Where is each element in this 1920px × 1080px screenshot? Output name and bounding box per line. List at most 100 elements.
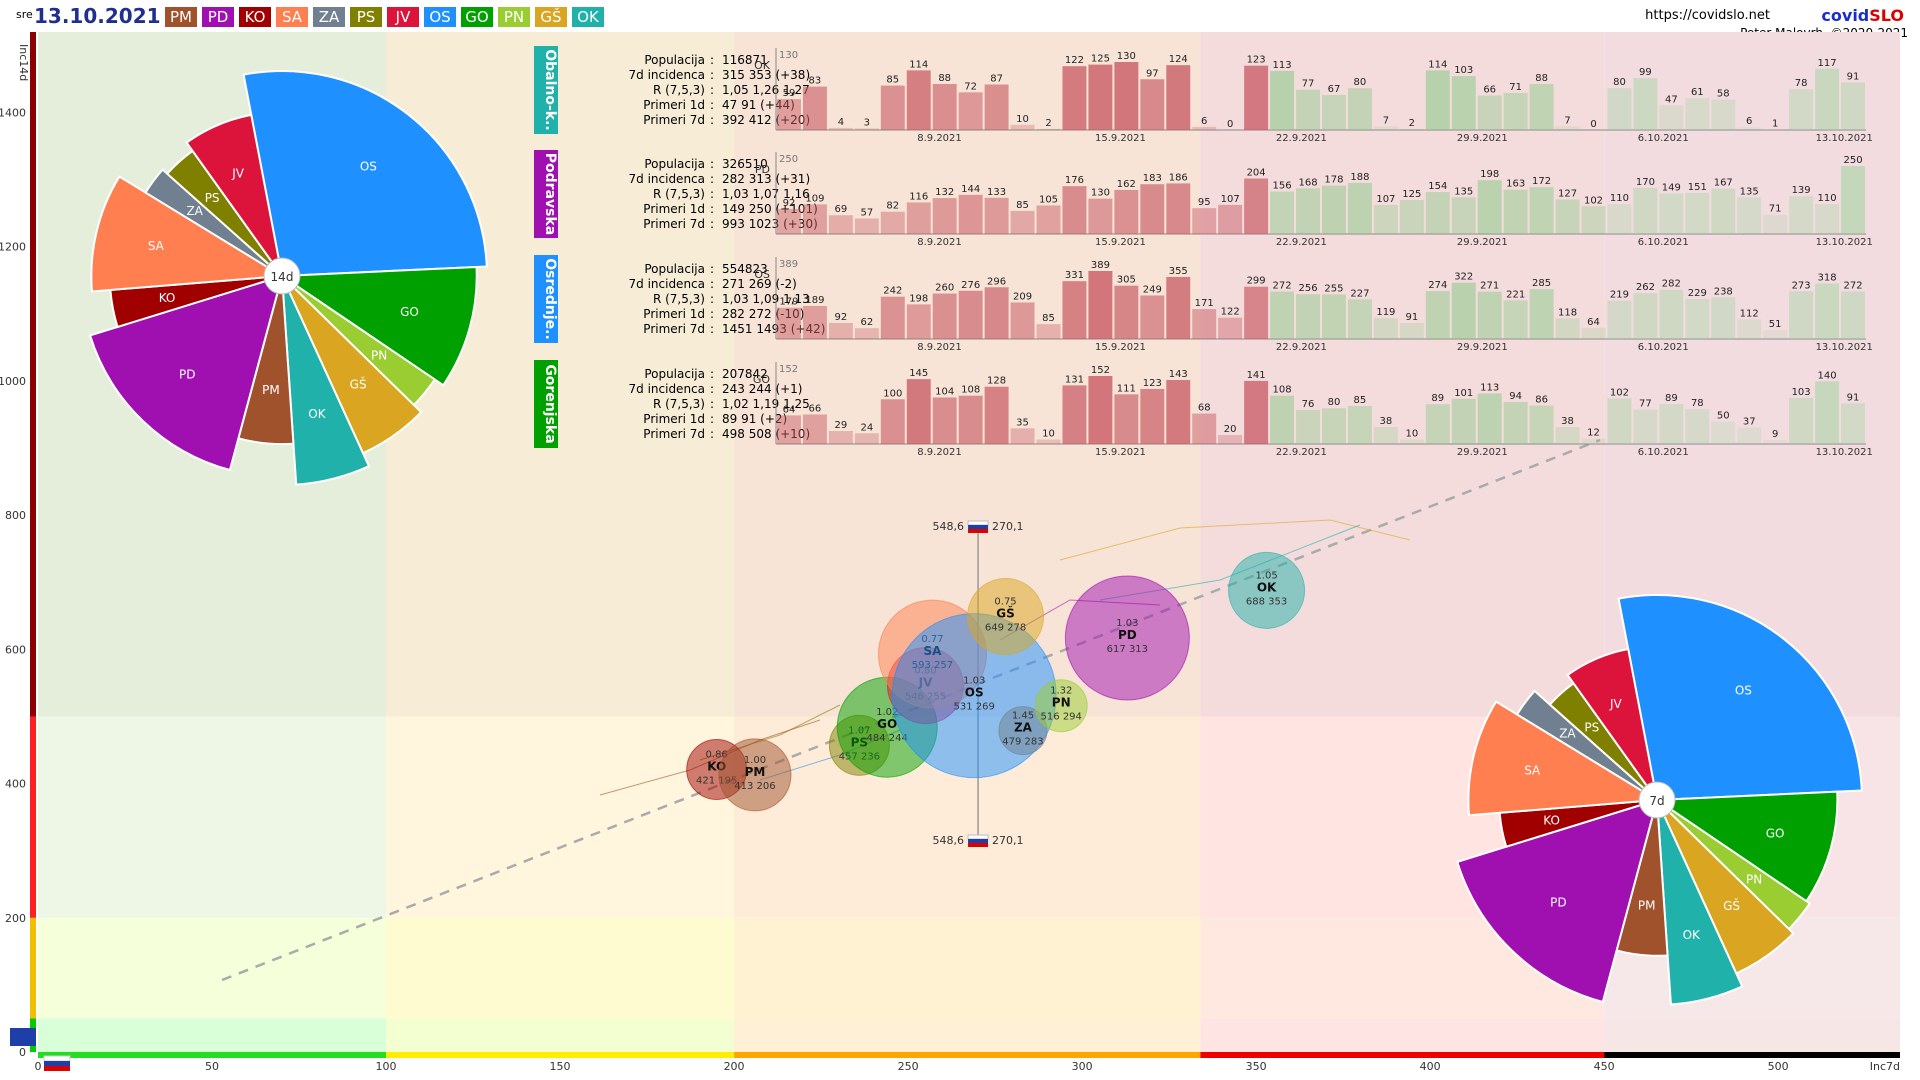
bubble-name-label: PM — [745, 765, 766, 779]
bar-value-label: 107 — [1221, 194, 1240, 205]
bar — [1036, 205, 1061, 234]
info-colon: : — [710, 68, 714, 82]
info-value-incidenca: 271 269 (-2) — [722, 277, 797, 291]
pie-slice-pd — [1456, 798, 1659, 1004]
bar — [1789, 291, 1814, 339]
pie-slice-label: KO — [1543, 813, 1560, 827]
x-axis-band — [386, 1052, 735, 1058]
bar-value-label: 10 — [1405, 429, 1418, 440]
bar-value-label: 144 — [961, 184, 980, 195]
bar-value-label: 77 — [1639, 399, 1652, 410]
bar-x-tick-label: 22.9.2021 — [1276, 447, 1327, 458]
bar-x-tick-label: 22.9.2021 — [1276, 342, 1327, 353]
info-label-primeri_1d: Primeri 1d — [643, 412, 705, 426]
y-tick-label: 1400 — [0, 107, 26, 120]
info-value-r: 1,03 1,07 1,16 — [722, 187, 810, 201]
bar — [1633, 187, 1658, 234]
bar-value-label: 198 — [1480, 169, 1499, 180]
bar — [880, 399, 905, 444]
region-button-ps[interactable]: PS — [350, 7, 382, 27]
bar — [906, 202, 931, 234]
info-label-primeri_7d: Primeri 7d — [643, 113, 705, 127]
region-button-pn[interactable]: PN — [498, 7, 530, 27]
bar-value-label: 186 — [1169, 172, 1188, 183]
pie-slice-label: PN — [371, 348, 387, 362]
bar-value-label: 66 — [809, 403, 822, 414]
day-of-week: sre — [16, 8, 33, 21]
bar — [854, 328, 879, 339]
bar-value-label: 238 — [1714, 286, 1733, 297]
bar — [828, 127, 853, 130]
info-label-primeri_1d: Primeri 1d — [643, 202, 705, 216]
bar — [1789, 196, 1814, 234]
region-button-gš[interactable]: GŠ — [535, 7, 567, 27]
region-button-go[interactable]: GO — [461, 7, 493, 27]
bubble-circle — [998, 706, 1048, 756]
national-inc14-label: 548,6 — [933, 520, 965, 533]
bar — [1711, 188, 1736, 234]
bar-value-label: 274 — [1428, 280, 1447, 291]
bar — [1036, 324, 1061, 339]
bar — [854, 128, 879, 130]
pie-slice-label: ZA — [186, 204, 203, 218]
bar-value-label: 89 — [1431, 393, 1444, 404]
bar — [958, 194, 983, 234]
info-label-populacija: Populacija — [644, 157, 705, 171]
bar — [1737, 197, 1762, 234]
bar-value-label: 6 — [1746, 116, 1752, 127]
info-colon: : — [710, 322, 714, 336]
bar-value-label: 132 — [935, 187, 954, 198]
bar — [1270, 191, 1295, 234]
y-tick-label: 0 — [19, 1046, 26, 1059]
bar — [880, 211, 905, 234]
bar-value-label: 10 — [1042, 429, 1055, 440]
bubble-r-label: 1.00 — [744, 755, 766, 766]
region-button-ko[interactable]: KO — [239, 7, 271, 27]
region-button-ok[interactable]: OK — [572, 7, 604, 27]
info-value-r: 1,03 1,09 1,13 — [722, 292, 810, 306]
pie-slice-label: ZA — [1559, 727, 1576, 741]
region-tab — [534, 255, 558, 343]
pie-slice-jv — [185, 113, 283, 277]
bar-value-label: 69 — [835, 204, 848, 215]
info-label-populacija: Populacija — [644, 262, 705, 276]
bar-value-label: 1 — [1772, 118, 1778, 129]
bar-value-label: 61 — [1691, 87, 1704, 98]
region-button-pm[interactable]: PM — [165, 7, 197, 27]
bar — [1399, 128, 1424, 130]
bubble-values-label: 617 313 — [1107, 644, 1148, 655]
bar — [777, 307, 801, 339]
region-button-za[interactable]: ZA — [313, 7, 345, 27]
bar-value-label: 35 — [1016, 417, 1029, 428]
bar-value-label: 183 — [1143, 173, 1162, 184]
bar-value-label: 67 — [1328, 84, 1341, 95]
pie-slice-label: PS — [1584, 720, 1599, 734]
region-tab — [534, 360, 558, 448]
region-button-jv[interactable]: JV — [387, 7, 419, 27]
x-tick-label: 300 — [1072, 1060, 1093, 1073]
bar — [1192, 126, 1217, 130]
site-url[interactable]: https://covidslo.net — [1645, 8, 1770, 23]
bar-value-label: 128 — [987, 376, 1006, 387]
bar — [802, 86, 827, 130]
region-button-sa[interactable]: SA — [276, 7, 308, 27]
bar-value-label: 103 — [1454, 65, 1473, 76]
bar-x-tick-label: 13.10.2021 — [1816, 237, 1873, 248]
bar — [1581, 206, 1606, 234]
info-label-incidenca: 7d incidenca — [629, 277, 706, 291]
bar — [1607, 88, 1632, 130]
bar — [1088, 271, 1113, 339]
region-button-pd[interactable]: PD — [202, 7, 234, 27]
bar — [1322, 408, 1346, 444]
bar — [1218, 204, 1243, 234]
info-colon: : — [710, 113, 714, 127]
bar — [1088, 64, 1113, 130]
bar — [906, 379, 931, 444]
bar — [1529, 405, 1554, 444]
bar — [1763, 129, 1788, 130]
bar-x-tick-label: 22.9.2021 — [1276, 133, 1327, 144]
region-button-os[interactable]: OS — [424, 7, 456, 27]
bar-x-tick-label: 15.9.2021 — [1095, 133, 1146, 144]
